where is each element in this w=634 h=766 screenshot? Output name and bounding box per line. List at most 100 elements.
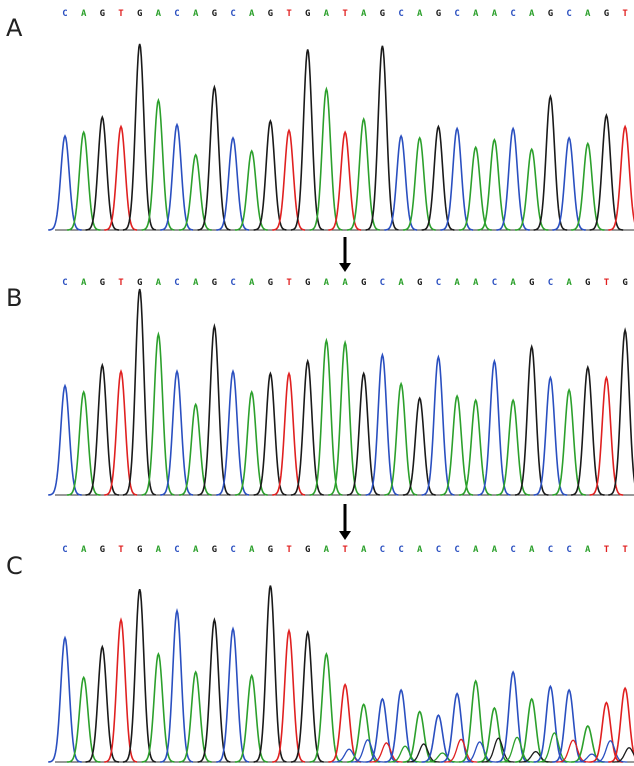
secondary-peak — [481, 737, 515, 763]
arrow-head-icon — [339, 263, 351, 272]
base-call: A — [492, 545, 498, 555]
base-call: C — [548, 545, 553, 555]
peak — [477, 358, 511, 496]
base-call: G — [604, 9, 609, 19]
base-call: G — [305, 278, 310, 288]
base-call: G — [212, 278, 217, 288]
peak — [253, 371, 287, 496]
base-call: T — [118, 9, 124, 19]
peak — [589, 113, 624, 231]
peak — [402, 396, 436, 496]
base-call: A — [529, 545, 535, 555]
peak — [160, 122, 194, 231]
peak — [197, 322, 231, 496]
base-call: G — [268, 278, 273, 288]
base-call: C — [174, 545, 179, 555]
peak — [66, 130, 101, 231]
peak — [272, 628, 306, 763]
base-call: A — [324, 9, 330, 19]
peak — [458, 679, 492, 763]
base-call: C — [174, 9, 179, 19]
base-call: A — [585, 9, 591, 19]
base-call: A — [342, 278, 348, 288]
base-call: A — [510, 278, 516, 288]
peak — [496, 398, 530, 496]
peak — [234, 389, 268, 496]
peak — [328, 339, 362, 496]
base-call: A — [361, 9, 367, 19]
base-call: A — [156, 545, 162, 555]
base-call: T — [604, 545, 610, 555]
secondary-peak — [575, 753, 609, 763]
peak — [514, 147, 549, 231]
peak — [515, 697, 549, 763]
peak — [85, 115, 120, 231]
secondary-peak — [425, 752, 459, 763]
peak — [608, 686, 634, 763]
base-call: A — [473, 9, 479, 19]
base-call: C — [566, 9, 571, 19]
base-call: C — [454, 545, 459, 555]
base-call: A — [156, 278, 162, 288]
peak — [570, 364, 605, 496]
base-call: A — [324, 545, 330, 555]
base-call: C — [62, 9, 67, 19]
base-call: C — [398, 9, 403, 19]
secondary-peak — [556, 739, 590, 763]
peak — [178, 402, 212, 496]
peak — [272, 128, 305, 231]
secondary-peak — [350, 739, 384, 763]
secondary-peak — [332, 748, 366, 763]
peak — [552, 387, 586, 496]
base-call: C — [380, 278, 385, 288]
base-call: G — [268, 9, 273, 19]
peak — [496, 670, 530, 763]
base-call: C — [436, 545, 441, 555]
peak — [365, 352, 399, 496]
peak — [178, 153, 212, 231]
peak — [234, 149, 268, 231]
base-call: C — [510, 9, 515, 19]
peak — [85, 362, 120, 496]
peak — [141, 651, 175, 763]
base-call: A — [454, 278, 460, 288]
peak — [48, 134, 82, 231]
base-call: A — [81, 278, 87, 288]
peak — [272, 371, 306, 496]
base-call: G — [212, 9, 217, 19]
base-call: A — [398, 278, 404, 288]
base-call: C — [436, 278, 441, 288]
base-call: C — [398, 545, 403, 555]
base-call: T — [118, 278, 124, 288]
secondary-peak — [369, 742, 403, 763]
peak — [477, 706, 511, 763]
peak — [346, 703, 380, 763]
base-call: T — [286, 545, 292, 555]
base-call: G — [137, 545, 142, 555]
base-call: G — [137, 278, 142, 288]
peak — [440, 126, 474, 231]
peak — [66, 389, 101, 496]
base-call: T — [604, 278, 610, 288]
base-call: A — [473, 545, 479, 555]
base-call: T — [622, 9, 628, 19]
peak — [122, 288, 156, 496]
base-call: G — [417, 278, 422, 288]
peak — [197, 617, 231, 763]
base-call: C — [492, 278, 497, 288]
base-call: T — [622, 545, 628, 555]
secondary-peak — [444, 738, 478, 763]
base-call: C — [510, 545, 515, 555]
peak — [216, 136, 249, 231]
secondary-peak — [388, 745, 422, 763]
secondary-peak — [519, 750, 553, 763]
peak — [608, 124, 634, 231]
base-call: A — [585, 545, 591, 555]
panel-label-c: C — [6, 552, 23, 580]
peak — [104, 124, 137, 231]
base-call: G — [100, 9, 105, 19]
base-call: A — [529, 9, 535, 19]
peak — [234, 673, 268, 763]
